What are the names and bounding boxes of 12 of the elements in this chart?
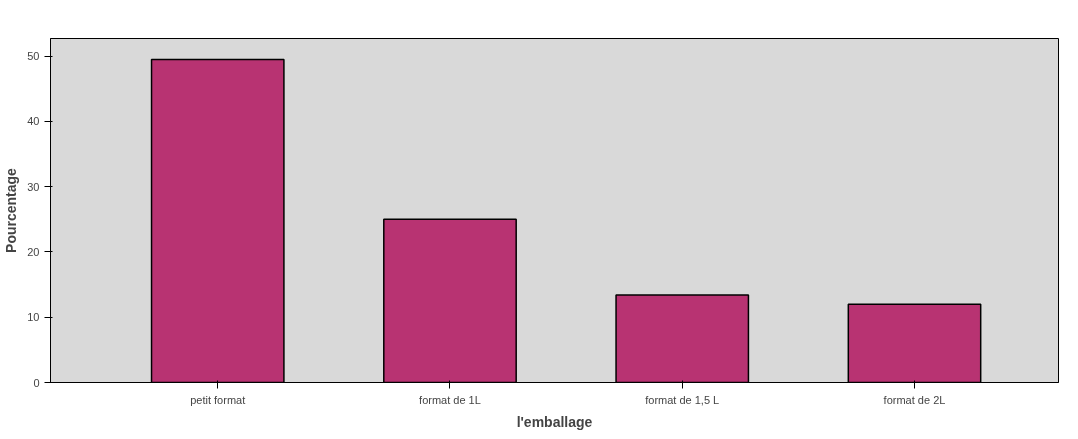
x-tick-label: format de 1L [419, 393, 481, 406]
y-tick-label: 40 [27, 115, 40, 128]
x-axis-title: l'emballage [516, 413, 593, 430]
y-tick-label: 10 [27, 311, 40, 324]
x-tick-label: format de 2L [883, 393, 946, 406]
x-tick-label: format de 1,5 L [645, 393, 720, 406]
y-tick-label: 30 [27, 180, 40, 193]
y-axis-title: Pourcentage [3, 167, 20, 253]
x-tick-label: petit format [190, 393, 246, 406]
y-tick-label: 20 [27, 245, 40, 258]
y-tick-label: 0 [33, 376, 40, 389]
y-tick-label: 50 [27, 50, 40, 63]
